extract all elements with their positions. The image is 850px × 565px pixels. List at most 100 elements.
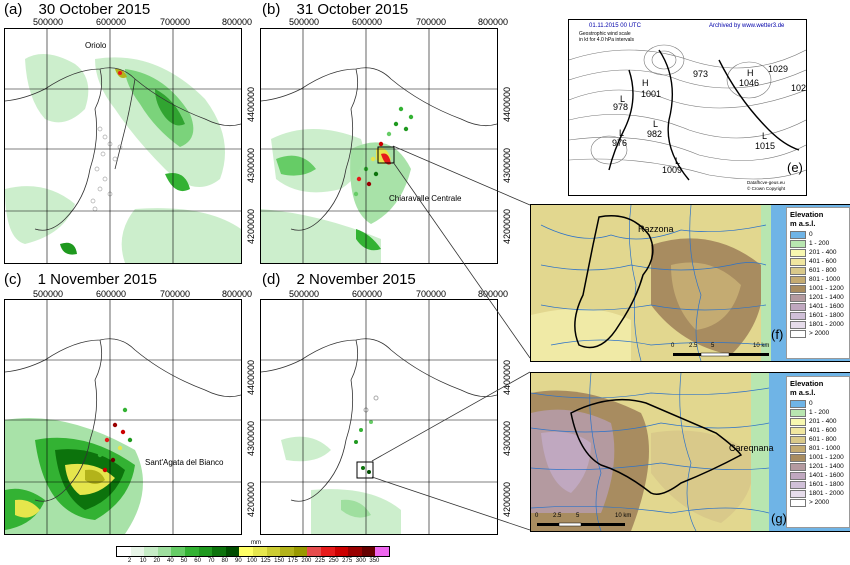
low-pressure-value: 976 bbox=[612, 138, 628, 148]
x-tick: 700000 bbox=[416, 17, 447, 27]
legend-entry: 1401 - 1600 bbox=[787, 471, 849, 480]
legend-swatch bbox=[790, 471, 806, 480]
catchment-boundary bbox=[574, 215, 654, 349]
colorbar-tick: 40 bbox=[167, 558, 174, 564]
legend-swatch bbox=[790, 444, 806, 453]
synoptic-date: 01.11.2015 00 UTC bbox=[589, 23, 641, 29]
grid-lines bbox=[261, 29, 497, 263]
x-tick: 700000 bbox=[160, 17, 191, 27]
colorbar-segment bbox=[239, 547, 253, 556]
legend-label: 1001 - 1200 bbox=[809, 285, 844, 292]
colorbar-tick: 100 bbox=[246, 558, 258, 564]
legend-entry: > 2000 bbox=[787, 329, 849, 338]
legend-swatch bbox=[790, 257, 806, 266]
legend-swatch bbox=[790, 275, 806, 284]
low-pressure-label: L bbox=[619, 128, 625, 138]
x-tick: 800000 bbox=[222, 289, 253, 299]
synoptic-copyright-2: © Crown Copyright bbox=[747, 186, 786, 191]
colorbar-segment bbox=[198, 547, 213, 556]
x-tick: 800000 bbox=[222, 17, 253, 27]
synoptic-panel-letter: (e) bbox=[787, 160, 803, 175]
scale-tick: 5 bbox=[576, 513, 580, 519]
legend-label: 1801 - 2000 bbox=[809, 321, 844, 328]
panel-a-date: 30 October 2015 bbox=[38, 1, 151, 18]
legend-label: 1 - 200 bbox=[809, 240, 830, 247]
legend-rows: 0 1 - 200 201 - 400 401 - 600 601 - 800 801 -… bbox=[787, 230, 849, 338]
legend-swatch bbox=[790, 266, 806, 275]
legend-unit: m a.s.l. bbox=[790, 388, 816, 397]
high-pressure-label: H bbox=[642, 78, 649, 88]
legend-entry: 601 - 800 bbox=[787, 266, 849, 275]
legend-entry: 801 - 1000 bbox=[787, 444, 849, 453]
colorbar-tick: 200 bbox=[301, 558, 312, 564]
colorbar-segment bbox=[184, 547, 199, 556]
zoom-box bbox=[377, 146, 395, 164]
high-pressure-value: 1029 bbox=[768, 64, 789, 74]
panel-b-title: (b) 31 October 2015 bbox=[262, 1, 408, 18]
colorbar-tick: 70 bbox=[207, 558, 215, 564]
scale-bar bbox=[673, 352, 769, 357]
low-pressure-label: L bbox=[675, 156, 681, 166]
colorbar-tick: 275 bbox=[342, 558, 353, 564]
basin-g-letter: (g) bbox=[771, 511, 787, 526]
fronts bbox=[608, 49, 800, 181]
legend-label: 601 - 800 bbox=[809, 436, 837, 443]
x-tick: 500000 bbox=[289, 17, 320, 27]
rain-map-b: Chiaravalle Centrale bbox=[260, 28, 498, 264]
legend-label: 1001 - 1200 bbox=[809, 454, 844, 461]
legend-swatch bbox=[790, 435, 806, 444]
legend-label: 1601 - 1800 bbox=[809, 481, 844, 488]
legend-swatch bbox=[790, 417, 806, 426]
colorbar-segment bbox=[280, 547, 294, 556]
legend-entry: 1 - 200 bbox=[787, 408, 849, 417]
scale-tick: 0 bbox=[671, 343, 675, 349]
elevation-legend-f: Elevation m a.s.l. 0 1 - 200 201 - 400 401 … bbox=[786, 207, 850, 359]
colorbar-tick: 50 bbox=[180, 558, 188, 564]
synoptic-chart: 01.11.2015 00 UTC Archived by www.wetter… bbox=[568, 19, 807, 196]
basin-map-f: Razzona 0 2.5 5 10 km (f) Elevation m a.… bbox=[530, 204, 850, 362]
legend-label: 201 - 400 bbox=[809, 418, 837, 425]
legend-swatch bbox=[790, 453, 806, 462]
legend-swatch bbox=[790, 462, 806, 471]
legend-label: 1801 - 2000 bbox=[809, 490, 844, 497]
high-pressure-label: H bbox=[747, 68, 754, 78]
synoptic-scale-line2: in kt for 4.0 hPa intervals bbox=[579, 37, 635, 43]
legend-entry: 401 - 600 bbox=[787, 257, 849, 266]
legend-label: 1201 - 1400 bbox=[809, 463, 844, 470]
legend-swatch bbox=[790, 239, 806, 248]
legend-label: 1201 - 1400 bbox=[809, 294, 844, 301]
colorbar-segment bbox=[212, 547, 226, 556]
x-tick: 800000 bbox=[478, 17, 509, 27]
rain-map-c: Sant'Agata del Bianco bbox=[4, 299, 242, 535]
low-pressure-value: 1009 bbox=[662, 165, 683, 175]
legend-entry: 1001 - 1200 bbox=[787, 453, 849, 462]
colorbar-tick: 150 bbox=[274, 558, 285, 564]
grid-lines bbox=[5, 300, 241, 534]
legend-swatch bbox=[790, 426, 806, 435]
legend-swatch bbox=[790, 230, 806, 239]
legend-entry: 1801 - 2000 bbox=[787, 489, 849, 498]
colorbar-tick: 10 bbox=[139, 558, 147, 564]
legend-label: 1401 - 1600 bbox=[809, 303, 844, 310]
legend-label: 0 bbox=[809, 400, 813, 407]
colorbar-tick: 225 bbox=[314, 558, 326, 564]
colorbar-tick: 250 bbox=[328, 558, 339, 564]
x-tick: 600000 bbox=[352, 17, 383, 27]
high-pressure-value: 1046 bbox=[739, 78, 760, 88]
colorbar-tick: 175 bbox=[287, 558, 298, 564]
legend-label: 801 - 1000 bbox=[809, 276, 841, 283]
legend-entry: 1201 - 1400 bbox=[787, 293, 849, 302]
basin-g-place: Careqnana bbox=[729, 443, 774, 453]
legend-label: 601 - 800 bbox=[809, 267, 837, 274]
synoptic-archive: Archived by www.wetter3.de bbox=[709, 23, 785, 29]
legend-swatch bbox=[790, 408, 806, 417]
low-pressure-value: 982 bbox=[647, 129, 663, 139]
colorbar-tick: 60 bbox=[194, 558, 201, 564]
low-pressure-label: L bbox=[762, 131, 768, 141]
legend-swatch bbox=[790, 293, 806, 302]
legend-label: 1601 - 1800 bbox=[809, 312, 844, 319]
colorbar-segment bbox=[171, 547, 185, 556]
panel-d-title: (d) 2 November 2015 bbox=[262, 271, 416, 288]
